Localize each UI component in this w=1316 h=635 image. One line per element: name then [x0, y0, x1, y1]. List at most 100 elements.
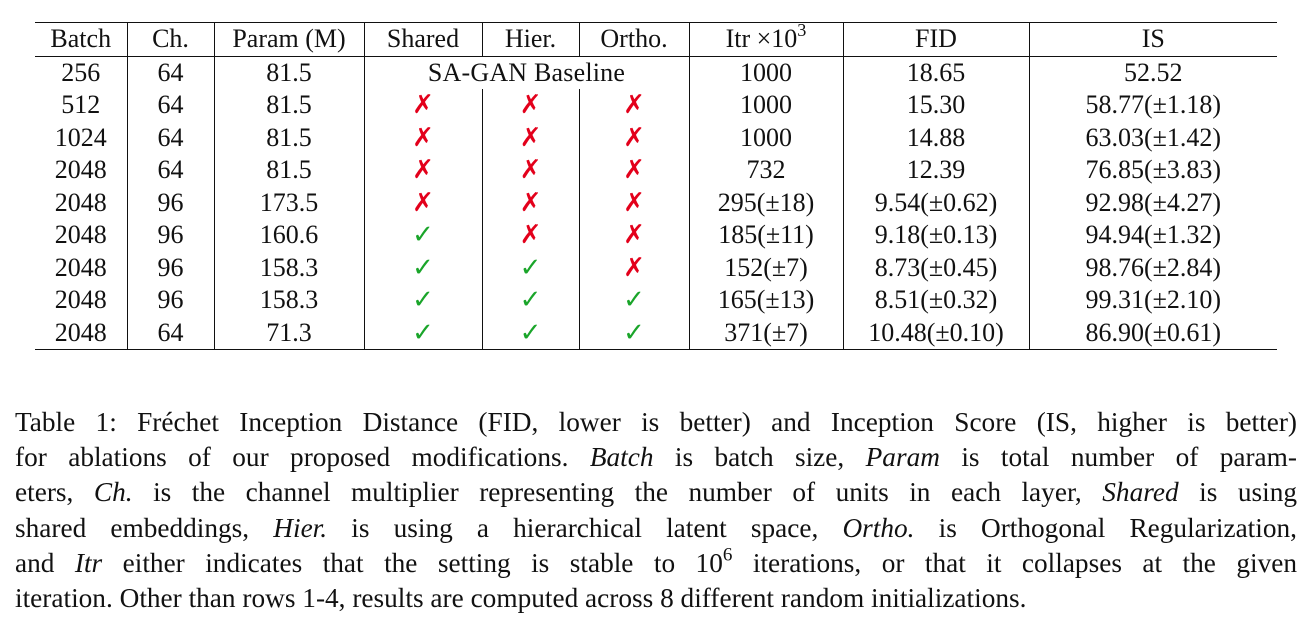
table-row: 2048 96 160.6 ✓ ✗ ✗ 185(±11) 9.18(±0.13) 94.94(±… [35, 219, 1277, 252]
cell-ch: 96 [126, 219, 215, 252]
cell-param: 158.3 [213, 284, 365, 317]
header-hier: Hier. [481, 22, 580, 57]
cell-hier: ✗ [481, 219, 580, 252]
cross-icon: ✗ [623, 187, 645, 218]
cell-ch: 64 [126, 316, 215, 350]
cell-batch: 2048 [35, 316, 128, 350]
cell-param: 160.6 [213, 219, 365, 252]
header-shared: Shared [363, 22, 483, 57]
table-row: 2048 96 158.3 ✓ ✓ ✗ 152(±7) 8.73(±0.45) 98.76(±2… [35, 251, 1277, 284]
caption-text: is using [1178, 477, 1297, 508]
caption-line-2: for ablations of our proposed modificati… [15, 440, 1297, 475]
header-fid: FID [842, 22, 1030, 57]
cell-fid: 10.48(±0.10) [842, 316, 1030, 350]
cell-shared: ✓ [363, 284, 483, 317]
cross-icon: ✗ [519, 187, 542, 218]
cell-itr: 152(±7) [688, 251, 844, 284]
cell-is: 58.77(±1.18) [1028, 89, 1277, 122]
cross-icon: ✗ [412, 187, 434, 218]
table-header-row: Batch Ch. Param (M) Shared Hier. Ortho. … [35, 21, 1277, 57]
cell-ortho: ✓ [578, 316, 690, 350]
caption-term-batch: Batch [589, 442, 654, 473]
check-icon: ✓ [519, 252, 542, 283]
cross-icon: ✗ [412, 122, 434, 153]
table-caption: Table 1: Fréchet Inception Distance (FID… [15, 405, 1297, 616]
cell-itr: 371(±7) [688, 316, 844, 350]
cell-fid: 9.18(±0.13) [842, 219, 1030, 252]
cell-shared: ✓ [363, 316, 483, 350]
table-row: 2048 96 158.3 ✓ ✓ ✓ 165(±13) 8.51(±0.32) 99.31(±… [35, 284, 1277, 317]
cell-itr: 295(±18) [688, 186, 844, 219]
check-icon: ✓ [623, 317, 645, 348]
caption-text: shared embeddings, [15, 512, 274, 543]
caption-line-6: iteration. Other than rows 1-4, results … [15, 581, 1297, 616]
caption-term-hier: Hier. [273, 512, 328, 543]
cell-batch: 2048 [35, 219, 128, 252]
caption-text: is batch size, [653, 442, 866, 473]
table-row: 2048 64 81.5 ✗ ✗ ✗ 732 12.39 76.85(±3.83) [35, 154, 1277, 187]
cell-ortho: ✗ [578, 89, 690, 122]
cell-is: 86.90(±0.61) [1028, 316, 1277, 350]
cell-fid: 15.30 [842, 89, 1030, 122]
cell-ch: 64 [126, 56, 215, 89]
header-itr-label: Itr ×10 [725, 24, 798, 54]
cell-hier: ✗ [481, 154, 580, 187]
cell-itr: 732 [688, 154, 844, 187]
caption-text: iterations, or that it collapses at the … [732, 547, 1297, 578]
cell-batch: 2048 [35, 186, 128, 219]
cell-shared: ✗ [363, 186, 483, 219]
cross-icon: ✗ [623, 220, 645, 251]
cell-hier: ✗ [481, 89, 580, 122]
cell-batch: 2048 [35, 154, 128, 187]
cross-icon: ✗ [519, 220, 542, 251]
cell-shared: ✗ [363, 89, 483, 122]
cell-is: 63.03(±1.42) [1028, 121, 1277, 154]
caption-line-3: eters, Ch. is the channel multiplier rep… [15, 475, 1297, 510]
cell-param: 81.5 [213, 89, 365, 122]
check-icon: ✓ [412, 252, 434, 283]
cell-ortho: ✗ [578, 186, 690, 219]
caption-line-1: Table 1: Fréchet Inception Distance (FID… [15, 405, 1297, 440]
cell-fid: 12.39 [842, 154, 1030, 187]
cell-fid: 8.73(±0.45) [842, 251, 1030, 284]
table-row: 512 64 81.5 ✗ ✗ ✗ 1000 15.30 58.77(±1.18) [35, 89, 1277, 122]
caption-term-ortho: Ortho. [842, 512, 915, 543]
check-icon: ✓ [519, 285, 542, 316]
cell-ch: 96 [126, 186, 215, 219]
caption-text: is using a hierarchical latent space, [327, 512, 843, 543]
results-table: Batch Ch. Param (M) Shared Hier. Ortho. … [35, 21, 1277, 350]
table-body: 256 64 81.5 SA-GAN Baseline 1000 18.65 52.52 51… [35, 56, 1277, 350]
cell-ortho: ✗ [578, 121, 690, 154]
cell-shared: ✓ [363, 251, 483, 284]
table-row: 2048 64 71.3 ✓ ✓ ✓ 371(±7) 10.48(±0.10) 86.90(±0… [35, 316, 1277, 350]
cell-is: 76.85(±3.83) [1028, 154, 1277, 187]
cell-ortho: ✗ [578, 219, 690, 252]
header-batch: Batch [35, 22, 128, 57]
cell-fid: 8.51(±0.32) [842, 284, 1030, 317]
caption-exponent: 6 [722, 544, 733, 566]
cell-baseline: SA-GAN Baseline [363, 56, 690, 89]
cross-icon: ✗ [519, 155, 542, 186]
cell-is: 94.94(±1.32) [1028, 219, 1277, 252]
table-row: 1024 64 81.5 ✗ ✗ ✗ 1000 14.88 63.03(±1.42) [35, 121, 1277, 154]
caption-text: eters, [15, 477, 94, 508]
cell-ortho: ✗ [578, 251, 690, 284]
cell-shared: ✗ [363, 154, 483, 187]
check-icon: ✓ [412, 285, 434, 316]
cross-icon: ✗ [623, 155, 645, 186]
cell-is: 92.98(±4.27) [1028, 186, 1277, 219]
cell-ch: 64 [126, 89, 215, 122]
cell-hier: ✓ [481, 251, 580, 284]
cell-itr: 1000 [688, 121, 844, 154]
cell-itr: 1000 [688, 89, 844, 122]
header-itr: Itr ×103 [688, 21, 844, 57]
cell-batch: 2048 [35, 284, 128, 317]
caption-term-param: Param [865, 442, 940, 473]
check-icon: ✓ [412, 220, 434, 251]
cell-hier: ✓ [481, 316, 580, 350]
cell-ortho: ✓ [578, 284, 690, 317]
caption-term-itr: Itr [74, 547, 103, 578]
cell-param: 173.5 [213, 186, 365, 219]
cell-itr: 185(±11) [688, 219, 844, 252]
cell-hier: ✗ [481, 186, 580, 219]
